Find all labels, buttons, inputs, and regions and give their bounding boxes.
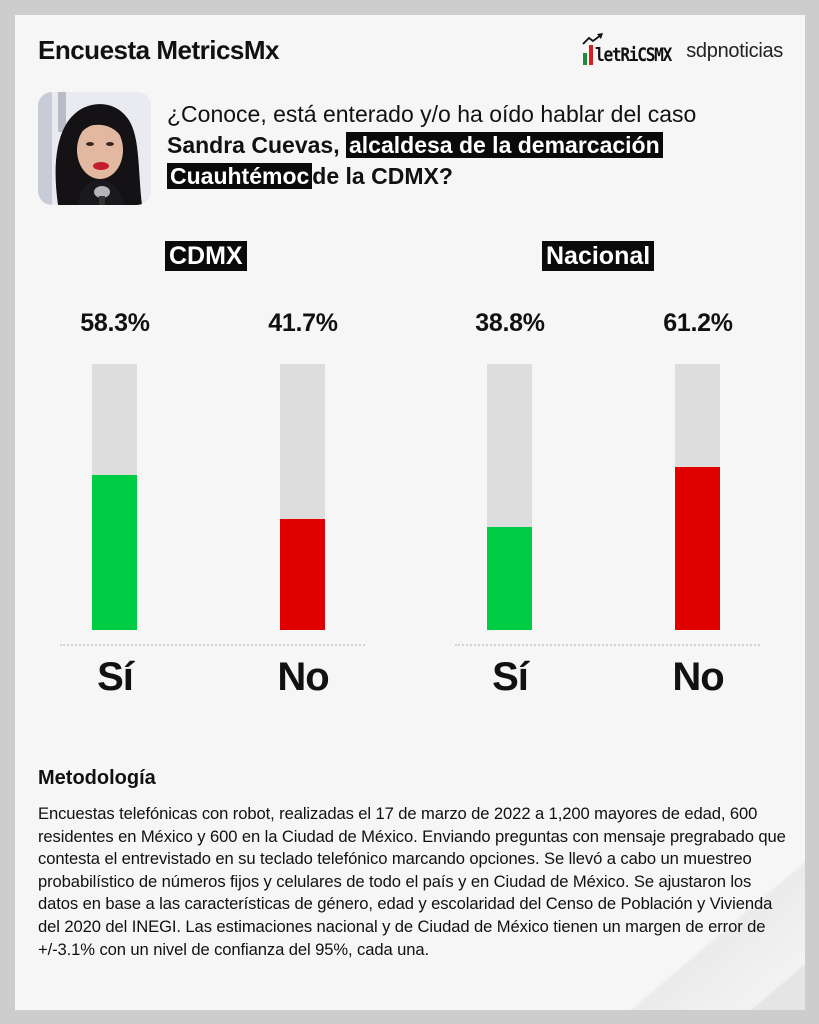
survey-question: ¿Conoce, está enterado y/o ha oído habla… xyxy=(167,99,797,192)
nacional-yes-label: Sí xyxy=(492,655,529,699)
nacional-no-bar-track xyxy=(675,364,720,630)
nacional-no-percentage: 61.2% xyxy=(663,309,733,337)
nacional-yes-bar-track xyxy=(487,364,532,630)
panel-label-nacional: Nacional xyxy=(542,241,655,271)
cdmx-yes-percentage: 58.3% xyxy=(80,309,150,337)
cdmx-yes-bar xyxy=(92,474,137,630)
cdmx-no-bar-track xyxy=(280,364,325,630)
metricsmx-wordmark: letRiCSMX xyxy=(594,44,672,66)
cdmx-baseline xyxy=(60,644,365,646)
page-title: Encuesta MetricsMx xyxy=(38,35,279,65)
portrait-photo xyxy=(38,92,151,205)
sdpnoticias-logo: sdpnoticias xyxy=(686,39,783,62)
cdmx-yes-label: Sí xyxy=(97,655,134,699)
infographic-card: Encuesta MetricsMx letRiCSMX sdpnoticias xyxy=(15,15,805,1010)
nacional-no-label: No xyxy=(672,655,724,699)
nacional-no-bar xyxy=(675,467,720,630)
metricsmx-logo: letRiCSMX xyxy=(582,33,674,66)
cdmx-no-percentage: 41.7% xyxy=(268,309,338,337)
question-subject-name: Sandra Cuevas, xyxy=(167,132,340,158)
question-highlight-role: alcaldesa de la demarcación xyxy=(345,132,663,158)
question-text-part1: ¿Conoce, está enterado y/o ha oído habla… xyxy=(167,101,697,127)
nacional-yes-percentage: 38.8% xyxy=(475,309,545,337)
methodology-title: Metodología xyxy=(38,767,156,789)
question-highlight-district: Cuauhtémoc xyxy=(167,163,313,189)
cdmx-no-bar xyxy=(280,519,325,630)
cdmx-no-label: No xyxy=(277,655,329,699)
nacional-yes-bar xyxy=(487,526,532,630)
portrait-image xyxy=(38,92,151,205)
panel-label-cdmx: CDMX xyxy=(165,241,247,271)
question-tail: de la CDMX? xyxy=(312,163,453,189)
methodology-text: Encuestas telefónicas con robot, realiza… xyxy=(38,804,786,959)
nacional-baseline xyxy=(455,644,760,646)
cdmx-yes-bar-track xyxy=(92,364,137,630)
metricsmx-bars-icon xyxy=(582,33,603,65)
trend-arrow-icon xyxy=(582,33,603,45)
header-logos: letRiCSMX sdpnoticias xyxy=(582,33,783,67)
